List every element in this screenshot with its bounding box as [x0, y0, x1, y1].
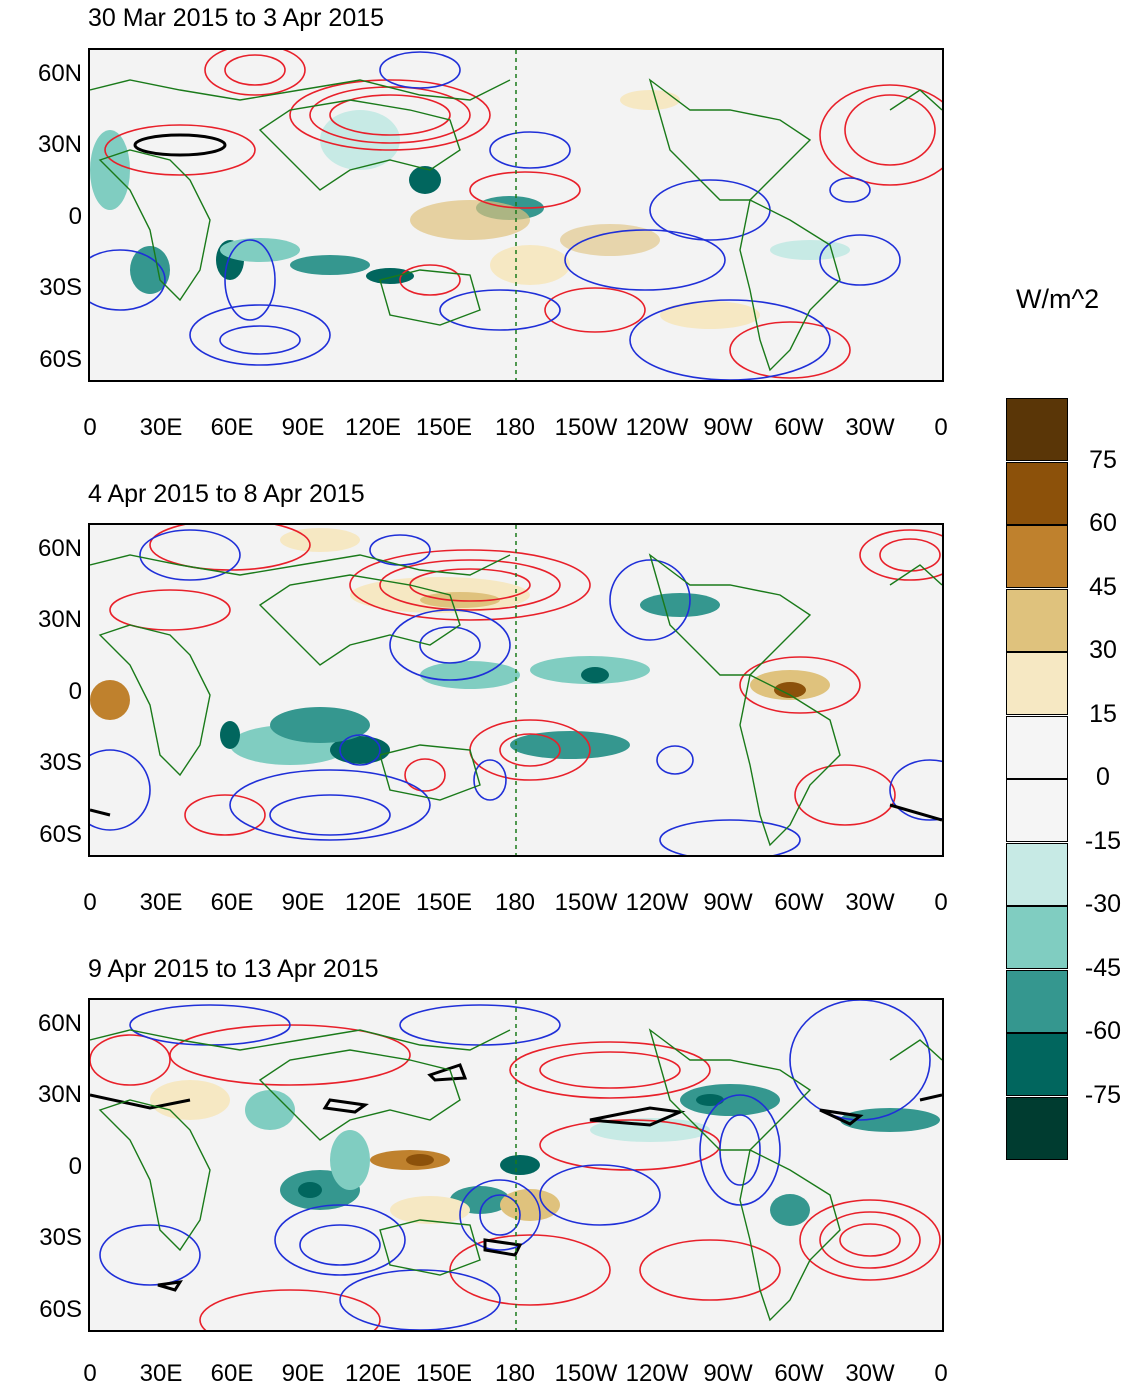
lon-label-p3: 0	[934, 1360, 948, 1387]
lon-label-p3: 60W	[774, 1360, 824, 1387]
map-panel-2	[88, 523, 944, 857]
colorbar-label: 30	[1089, 636, 1117, 664]
colorbar-label: 15	[1089, 699, 1117, 728]
colorbar-label: -15	[1084, 826, 1122, 855]
lon-label-p2: 0	[934, 889, 948, 916]
lon-label-p2: 60W	[774, 889, 824, 916]
lat-label-eq-p3: 0	[68, 1153, 82, 1180]
lon-label-p1: 30E	[139, 414, 183, 441]
lon-label-p1: 60E	[210, 414, 254, 441]
colorbar-box	[1006, 652, 1068, 715]
lon-label-p3: 150E	[415, 1360, 473, 1387]
lon-label-p3: 90E	[281, 1360, 325, 1387]
map-panel-1	[88, 48, 944, 382]
coastlines-panel-1	[90, 78, 942, 372]
lon-label-p3: 0	[83, 1360, 97, 1387]
lat-label-60n-p1: 60N	[37, 60, 82, 87]
contours-panel-2	[90, 525, 942, 855]
colorbar-label: -30	[1084, 890, 1122, 918]
colorbar-label: -45	[1084, 953, 1122, 982]
lat-label-eq-p1: 0	[68, 203, 82, 230]
olr-shading-panel-1	[90, 90, 850, 329]
colorbar-box	[1006, 588, 1068, 652]
lat-label-30n-p1: 30N	[37, 131, 82, 158]
lon-label-p3: 30E	[139, 1360, 183, 1387]
lon-label-p3: 180	[494, 1360, 536, 1387]
colorbar-box	[1006, 525, 1068, 588]
lat-label-60s-p1: 60S	[39, 346, 82, 373]
lat-label-60n-p3: 60N	[37, 1010, 82, 1037]
lat-label-60s-p2: 60S	[39, 821, 82, 848]
lon-label-p2: 90W	[703, 889, 753, 916]
olr-shading-panel-2	[90, 528, 830, 765]
lon-label-p3: 90W	[703, 1360, 753, 1387]
colorbar-label: 60	[1089, 509, 1117, 537]
panel-3-title: 9 Apr 2015 to 13 Apr 2015	[88, 955, 379, 983]
lat-label-30s-p3: 30S	[39, 1224, 82, 1251]
units-label: W/m^2	[1016, 284, 1100, 314]
lat-label-30n-p3: 30N	[37, 1081, 82, 1108]
lon-label-p2: 120E	[344, 889, 402, 916]
colorbar-box	[1006, 461, 1068, 525]
lon-label-p3: 120W	[625, 1360, 689, 1387]
colorbar-box	[1006, 969, 1068, 1033]
lon-label-p1: 90W	[703, 414, 753, 441]
colorbar-label: 45	[1089, 572, 1117, 601]
lon-label-p3: 30W	[845, 1360, 895, 1387]
lon-label-p2: 0	[83, 889, 97, 916]
lon-label-p1: 120W	[625, 414, 689, 441]
lon-label-p2: 180	[494, 889, 536, 916]
coastlines-panel-2	[90, 553, 942, 847]
lon-label-p2: 30W	[845, 889, 895, 916]
lat-label-60n-p2: 60N	[37, 535, 82, 562]
colorbar-box	[1006, 715, 1068, 779]
colorbar-box	[1006, 1033, 1068, 1096]
lon-label-p1: 120E	[344, 414, 402, 441]
lat-label-30s-p1: 30S	[39, 274, 82, 301]
lon-label-p2: 60E	[210, 889, 254, 916]
contours-panel-3	[90, 1000, 942, 1330]
lon-label-p2: 150W	[554, 889, 618, 916]
lat-label-eq-p2: 0	[68, 678, 82, 705]
colorbar-box	[1006, 906, 1068, 969]
lat-label-30n-p2: 30N	[37, 606, 82, 633]
colorbar-box	[1006, 1096, 1068, 1160]
map-panel-1-graphic	[90, 50, 942, 380]
colorbar-box	[1006, 398, 1068, 461]
lon-label-p1: 60W	[774, 414, 824, 441]
contours-panel-1	[90, 50, 942, 380]
lat-label-30s-p2: 30S	[39, 749, 82, 776]
colorbar-label: 0	[1096, 763, 1110, 791]
colorbar-box	[1006, 779, 1068, 842]
colorbar-box	[1006, 842, 1068, 906]
map-panel-3	[88, 998, 944, 1332]
lon-label-p2: 150E	[415, 889, 473, 916]
lon-label-p3: 150W	[554, 1360, 618, 1387]
map-panel-3-graphic	[90, 1000, 942, 1330]
lon-label-p1: 30W	[845, 414, 895, 441]
colorbar-label: -75	[1084, 1080, 1122, 1109]
coastlines-panel-3	[90, 1028, 942, 1322]
colorbar-label: -60	[1084, 1017, 1122, 1045]
lon-label-p2: 120W	[625, 889, 689, 916]
panel-1-title: 30 Mar 2015 to 3 Apr 2015	[88, 4, 385, 32]
lon-label-p2: 90E	[281, 889, 325, 916]
lat-label-60s-p3: 60S	[39, 1296, 82, 1323]
lon-label-p1: 180	[494, 414, 536, 441]
lon-label-p1: 0	[934, 414, 948, 441]
colorbar-label: 75	[1089, 445, 1117, 474]
panel-2-title: 4 Apr 2015 to 8 Apr 2015	[88, 480, 365, 508]
lon-label-p2: 30E	[139, 889, 183, 916]
lon-label-p3: 120E	[344, 1360, 402, 1387]
lon-label-p1: 90E	[281, 414, 325, 441]
lon-label-p1: 0	[83, 414, 97, 441]
map-panel-2-graphic	[90, 525, 942, 855]
lon-label-p3: 60E	[210, 1360, 254, 1387]
lon-label-p1: 150W	[554, 414, 618, 441]
lon-label-p1: 150E	[415, 414, 473, 441]
